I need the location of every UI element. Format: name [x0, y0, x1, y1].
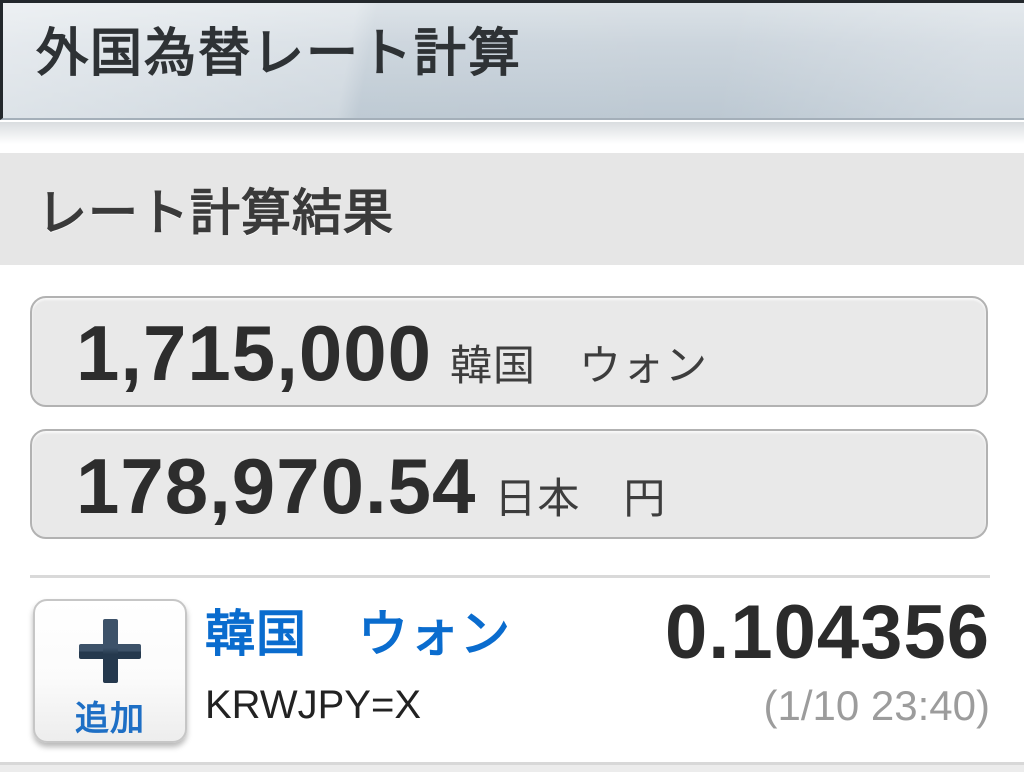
row-divider: [30, 575, 990, 578]
rate-timestamp: (1/10 23:40): [763, 682, 991, 729]
amount-field-source[interactable]: 1,715,000 韓国 ウォン: [30, 296, 988, 407]
plus-icon: [79, 619, 141, 683]
exchange-rate-value: 0.104356: [665, 590, 990, 675]
source-amount-value: 1,715,000: [76, 309, 433, 397]
page-title: 外国為替レート計算: [36, 25, 523, 83]
add-button[interactable]: 追加: [33, 599, 187, 743]
page-header: 外国為替レート計算: [0, 0, 1024, 120]
amount-field-result[interactable]: 178,970.54 日本 円: [30, 429, 988, 539]
result-heading-label: レート計算結果: [37, 185, 394, 241]
bottom-divider: [0, 762, 1024, 772]
header-shadow: [0, 122, 1024, 144]
source-currency-label: 韓国 ウォン: [450, 342, 709, 389]
result-amount-value: 178,970.54: [76, 442, 477, 530]
currency-pair-link[interactable]: 韓国 ウォン: [205, 606, 511, 662]
result-section-heading: レート計算結果: [0, 153, 1024, 265]
add-button-label: 追加: [75, 700, 145, 738]
result-currency-label: 日本 円: [494, 475, 667, 522]
pair-symbol: KRWJPY=X: [205, 683, 421, 727]
currency-pair-row: 追加 韓国 ウォン KRWJPY=X 0.104356 (1/10 23:40): [0, 595, 1024, 749]
